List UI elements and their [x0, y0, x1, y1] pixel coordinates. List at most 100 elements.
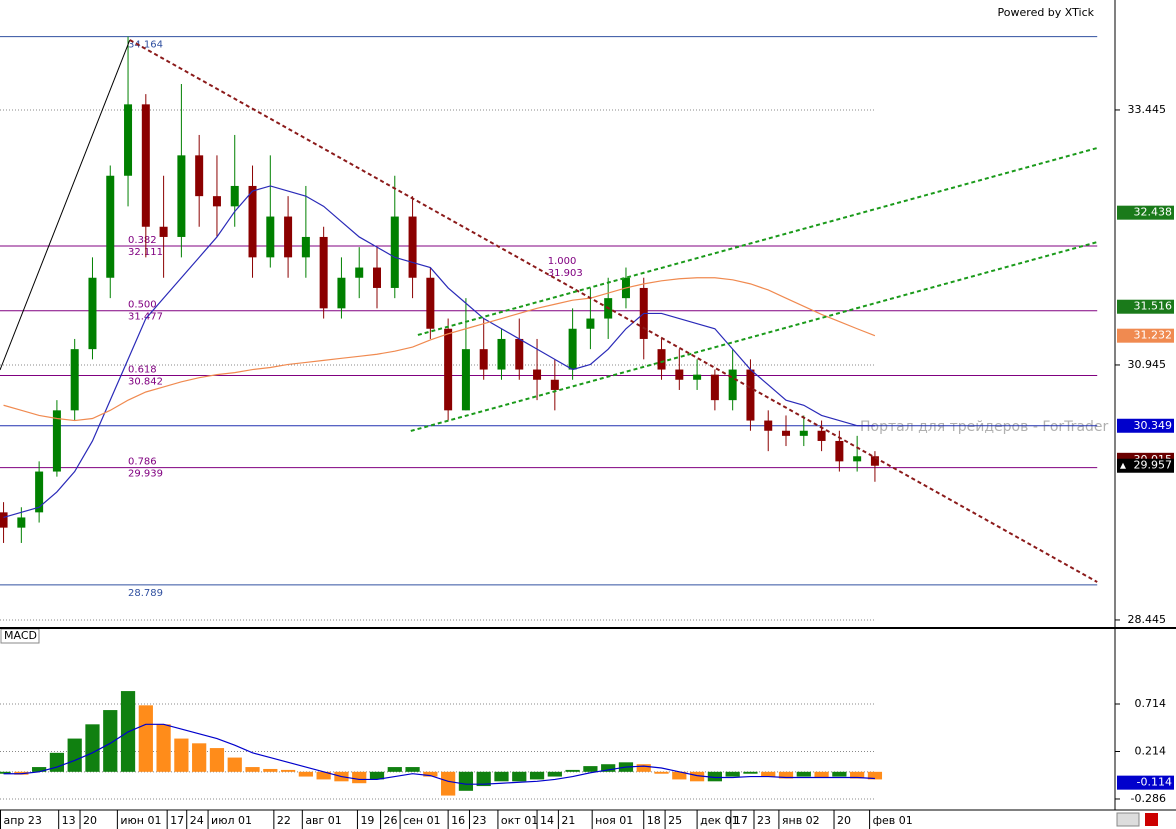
macd-bar	[583, 766, 598, 772]
price-tag	[1117, 328, 1174, 343]
fib-ratio: 1.000	[548, 256, 577, 267]
candle-body	[266, 216, 275, 258]
x-tick-label: 18	[647, 814, 661, 827]
candle-body	[426, 277, 435, 329]
exit-button[interactable]	[1145, 813, 1158, 826]
price-tag	[1117, 299, 1174, 314]
macd-bar	[298, 771, 313, 777]
candle-body	[248, 185, 257, 258]
macd-bar	[103, 710, 118, 772]
candle-body	[764, 420, 773, 431]
candle-body	[782, 430, 791, 436]
macd-bar	[512, 771, 527, 782]
macd-bar	[689, 771, 705, 782]
candle-body	[319, 236, 328, 309]
macd-bar	[352, 771, 367, 784]
candle-body	[0, 512, 8, 528]
candle-body	[159, 226, 168, 237]
x-tick-label: 19	[360, 814, 374, 827]
level-label: 34.164	[128, 40, 163, 51]
candle-body	[230, 185, 239, 207]
plot-layer: Портал для трейдеров - ForTrader 34.164 28…	[0, 36, 1109, 800]
candle-body	[550, 379, 559, 390]
macd-bar	[565, 769, 580, 772]
candle-body	[728, 369, 737, 401]
x-tick-label: 21	[561, 814, 575, 827]
x-tick-label: июл 01	[211, 814, 252, 827]
candle-body	[88, 277, 97, 350]
macd-bar	[138, 705, 153, 772]
macd-bar	[814, 771, 829, 778]
candle-body	[853, 456, 862, 462]
candle-body	[710, 374, 719, 401]
x-tick-label: фев 01	[873, 814, 913, 827]
macd-tag-label: -0.114	[1137, 776, 1172, 789]
moving-average	[3, 185, 875, 519]
candle-body	[52, 410, 61, 472]
x-tick-label: 23	[757, 814, 771, 827]
price-tag	[1117, 458, 1174, 473]
price-tag	[1117, 205, 1174, 220]
x-tick-label: 26	[384, 814, 398, 827]
x-tick-label: 17	[170, 814, 184, 827]
macd-bar	[32, 767, 47, 772]
x-tick-label: янв 02	[782, 814, 820, 827]
pane-title: MACD	[4, 629, 37, 642]
macd-bar	[476, 771, 491, 787]
y-tick-label: 0.714	[1135, 697, 1167, 710]
macd-bar	[227, 757, 242, 772]
candle-body	[408, 216, 417, 278]
x-tick-label: 17	[734, 814, 748, 827]
macd-bar	[67, 738, 82, 772]
x-tick-label: апр 23	[4, 814, 42, 827]
fib-price: 30.842	[128, 376, 163, 387]
x-tick-label: 16	[451, 814, 465, 827]
macd-bar	[601, 764, 616, 772]
price-tag	[1117, 418, 1174, 433]
price-tag-label: 32.438	[1134, 206, 1173, 219]
x-tick-label: июн 01	[120, 814, 161, 827]
candle-body	[870, 456, 879, 466]
macd-bar	[494, 771, 509, 782]
scroll-button[interactable]	[1116, 812, 1140, 827]
macd-bar	[49, 752, 65, 772]
candle-body	[373, 267, 382, 288]
candle-body	[533, 369, 542, 380]
macd-bar	[245, 767, 260, 772]
macd-bar	[263, 768, 278, 772]
y-tick-label: 28.445	[1128, 613, 1167, 626]
price-tag-label: 31.232	[1134, 329, 1173, 342]
candle-body	[515, 338, 524, 370]
fib-ratio: 0.382	[128, 235, 157, 246]
macd-bar	[850, 771, 865, 779]
candle-body	[586, 318, 595, 329]
trend-line	[129, 39, 1098, 583]
x-tick-label: сен 01	[403, 814, 441, 827]
candle-body	[35, 471, 44, 513]
macd-bar	[316, 771, 331, 780]
macd-bar	[707, 771, 722, 782]
macd-tag	[1117, 775, 1174, 790]
macd-bar	[423, 771, 438, 777]
macd-bar	[796, 771, 811, 777]
fib-ratio: 0.618	[128, 364, 157, 375]
macd-bar	[867, 771, 883, 780]
candle-body	[675, 369, 684, 380]
moving-average	[3, 277, 876, 422]
macd-bar	[672, 771, 687, 780]
macd-bar	[547, 771, 562, 777]
x-tick-label: 24	[190, 814, 204, 827]
candle-body	[106, 175, 115, 278]
macd-bar	[405, 767, 420, 772]
macd-bar	[192, 743, 207, 772]
y-tick-label: 33.445	[1128, 103, 1167, 116]
macd-bar	[458, 771, 474, 791]
candle-body	[284, 216, 293, 258]
x-tick-label: ноя 01	[595, 814, 633, 827]
candle-body	[337, 277, 346, 309]
macd-bar	[0, 771, 11, 774]
candle-body	[817, 430, 826, 441]
trend-line	[0, 39, 131, 371]
macd-bar	[832, 771, 847, 777]
